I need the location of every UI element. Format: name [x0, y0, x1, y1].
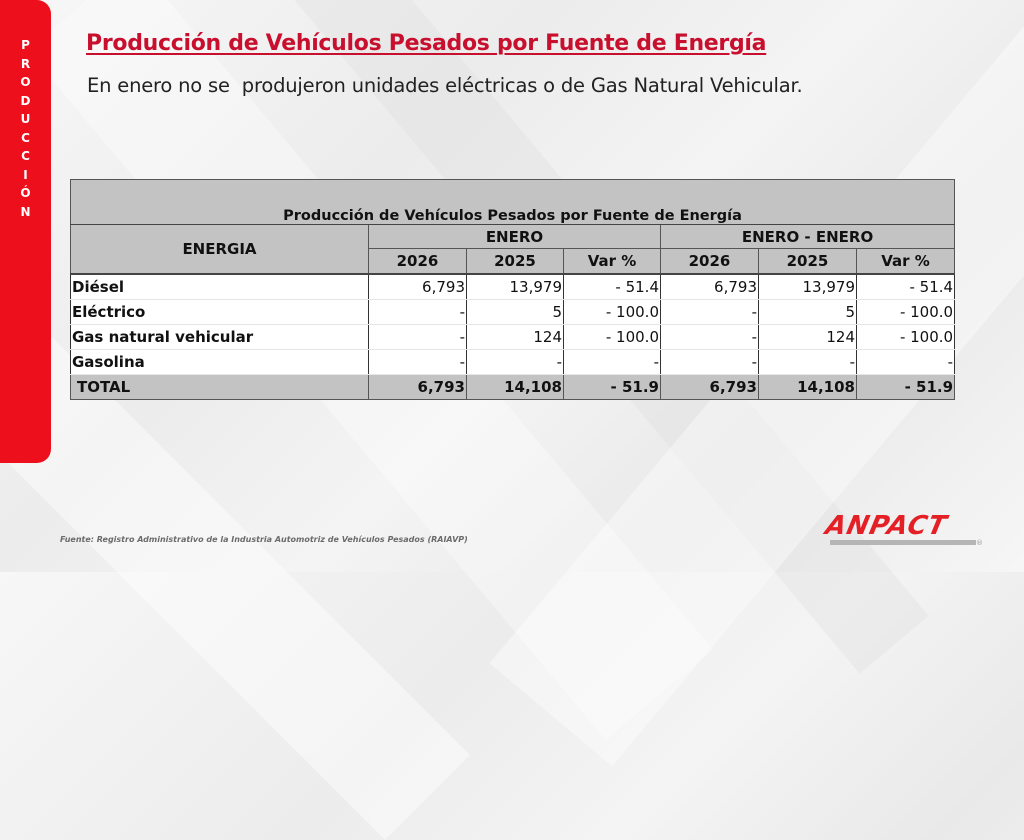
row-label: Diésel: [70, 274, 369, 300]
column-header: 2026: [368, 248, 467, 275]
total-value: - 51.9: [855, 374, 956, 400]
cell-value: -: [660, 324, 759, 350]
column-header: 2026: [660, 248, 759, 275]
anpact-logo: ANPACT ®: [822, 511, 986, 552]
cell-value: 124: [466, 324, 564, 350]
section-letter: C: [21, 130, 30, 145]
cell-value: - 51.4: [855, 274, 956, 300]
group-header-enero-enero: ENERO - ENERO: [659, 224, 956, 249]
section-letter: I: [23, 167, 28, 182]
cell-value: 6,793: [368, 274, 467, 300]
energy-column-header: ENERGIA: [70, 224, 369, 275]
section-letter: O: [20, 75, 31, 89]
total-value: 14,108: [758, 374, 857, 400]
cell-value: - 100.0: [563, 299, 661, 325]
table-title: Producción de Vehículos Pesados por Fuen…: [69, 179, 956, 225]
cell-value: 13,979: [466, 274, 564, 300]
cell-value: 5: [466, 299, 564, 325]
cell-value: - 100.0: [855, 299, 956, 325]
column-header: Var %: [855, 248, 956, 275]
total-value: - 51.9: [563, 374, 661, 400]
total-value: 14,108: [466, 374, 564, 400]
table-total-row: TOTAL 6,793 14,108 - 51.9 6,793 14,108 -…: [70, 374, 956, 400]
cell-value: -: [368, 324, 467, 350]
column-header: Var %: [563, 248, 661, 275]
table-row: Gas natural vehicular - 124 - 100.0 - 12…: [70, 324, 956, 350]
total-value: 6,793: [368, 374, 467, 400]
section-letter: D: [20, 93, 31, 108]
cell-value: 5: [758, 299, 857, 325]
section-label: P R O D U C C I Ó N: [0, 36, 51, 221]
section-letter: P: [21, 38, 30, 52]
cell-value: -: [368, 299, 467, 325]
page-subtitle: En enero no se produjeron unidades eléct…: [87, 74, 803, 97]
section-letter: Ó: [20, 186, 31, 200]
cell-value: - 100.0: [855, 324, 956, 350]
total-value: 6,793: [660, 374, 759, 400]
logo-underline-bar: [830, 540, 976, 545]
cell-value: -: [466, 349, 564, 375]
source-note: Fuente: Registro Administrativo de la In…: [60, 535, 468, 544]
cell-value: - 100.0: [563, 324, 661, 350]
group-header-enero: ENERO: [368, 224, 661, 249]
row-label: Gasolina: [70, 349, 369, 375]
cell-value: -: [855, 349, 956, 375]
cell-value: -: [758, 349, 857, 375]
cell-value: -: [660, 299, 759, 325]
cell-value: -: [368, 349, 467, 375]
section-side-tab: P R O D U C C I Ó N: [0, 0, 51, 463]
cell-value: 124: [758, 324, 857, 350]
cell-value: - 51.4: [563, 274, 661, 300]
column-header: 2025: [466, 248, 564, 275]
table-row: Diésel 6,793 13,979 - 51.4 6,793 13,979 …: [70, 274, 956, 300]
logo-wordmark: ANPACT: [822, 511, 950, 541]
total-label: TOTAL: [70, 374, 369, 400]
section-letter: C: [21, 149, 30, 163]
cell-value: 6,793: [660, 274, 759, 300]
cell-value: 13,979: [758, 274, 857, 300]
row-label: Gas natural vehicular: [70, 324, 369, 350]
cell-value: -: [563, 349, 661, 375]
row-label: Eléctrico: [70, 299, 369, 325]
registered-mark: ®: [976, 539, 983, 547]
page-title: Producción de Vehículos Pesados por Fuen…: [86, 31, 767, 56]
section-letter: N: [20, 204, 31, 219]
section-letter: U: [20, 112, 31, 126]
column-header: 2025: [758, 248, 857, 275]
table-row: Gasolina - - - - - -: [70, 349, 956, 375]
table-row: Eléctrico - 5 - 100.0 - 5 - 100.0: [70, 299, 956, 325]
section-letter: R: [20, 56, 31, 71]
production-table: Producción de Vehículos Pesados por Fuen…: [69, 179, 956, 400]
cell-value: -: [660, 349, 759, 375]
